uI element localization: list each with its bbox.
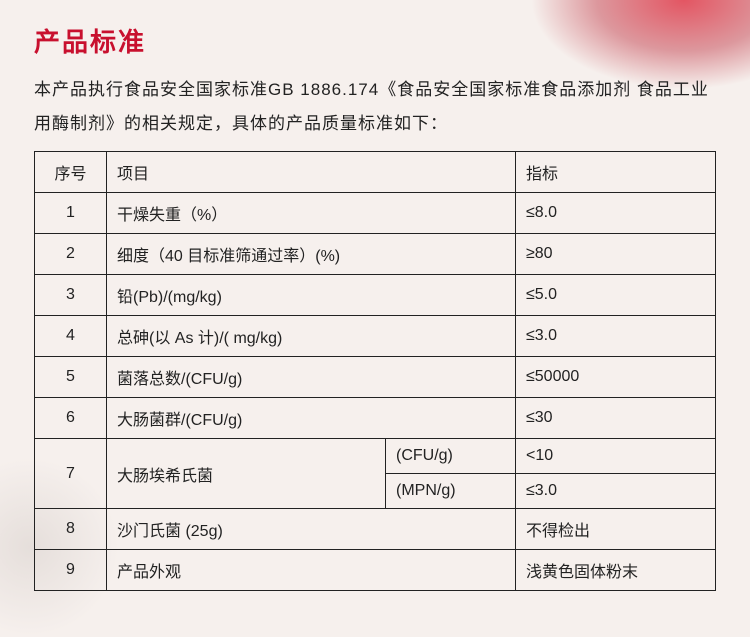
cell-seq: 6 [35,398,107,439]
table-row: 9 产品外观 浅黄色固体粉末 [35,550,716,591]
cell-subitem: (CFU/g) [386,439,516,474]
cell-spec: ≤8.0 [516,193,716,234]
intro-paragraph: 本产品执行食品安全国家标准GB 1886.174《食品安全国家标准食品添加剂 食… [34,73,716,141]
cell-item: 产品外观 [107,550,516,591]
cell-item: 总砷(以 As 计)/( mg/kg) [107,316,516,357]
cell-seq: 1 [35,193,107,234]
table-row: 4 总砷(以 As 计)/( mg/kg) ≤3.0 [35,316,716,357]
cell-spec: 不得检出 [516,509,716,550]
table-row-merged: 7 大肠埃希氏菌 (CFU/g) <10 [35,439,716,474]
table-row: 6 大肠菌群/(CFU/g) ≤30 [35,398,716,439]
header-item: 项目 [107,152,516,193]
table-row: 2 细度（40 目标准筛通过率）(%) ≥80 [35,234,716,275]
cell-seq: 5 [35,357,107,398]
cell-seq: 4 [35,316,107,357]
cell-item: 大肠埃希氏菌 [107,439,386,509]
document-content: 产品标准 本产品执行食品安全国家标准GB 1886.174《食品安全国家标准食品… [0,0,750,591]
cell-item: 干燥失重（%） [107,193,516,234]
table-row: 3 铅(Pb)/(mg/kg) ≤5.0 [35,275,716,316]
cell-spec: ≤5.0 [516,275,716,316]
cell-spec: ≤3.0 [516,474,716,509]
table-row: 5 菌落总数/(CFU/g) ≤50000 [35,357,716,398]
table-row: 1 干燥失重（%） ≤8.0 [35,193,716,234]
cell-item: 菌落总数/(CFU/g) [107,357,516,398]
cell-spec: ≤50000 [516,357,716,398]
cell-item: 铅(Pb)/(mg/kg) [107,275,516,316]
table-row: 8 沙门氏菌 (25g) 不得检出 [35,509,716,550]
section-title: 产品标准 [34,22,716,59]
cell-seq: 2 [35,234,107,275]
cell-seq: 9 [35,550,107,591]
cell-seq: 8 [35,509,107,550]
cell-subitem: (MPN/g) [386,474,516,509]
cell-seq: 7 [35,439,107,509]
table-header-row: 序号 项目 指标 [35,152,716,193]
header-spec: 指标 [516,152,716,193]
cell-spec: ≤30 [516,398,716,439]
cell-item: 细度（40 目标准筛通过率）(%) [107,234,516,275]
cell-item: 沙门氏菌 (25g) [107,509,516,550]
cell-spec: 浅黄色固体粉末 [516,550,716,591]
cell-spec: ≥80 [516,234,716,275]
cell-item: 大肠菌群/(CFU/g) [107,398,516,439]
cell-seq: 3 [35,275,107,316]
cell-spec: <10 [516,439,716,474]
cell-spec: ≤3.0 [516,316,716,357]
standards-table: 序号 项目 指标 1 干燥失重（%） ≤8.0 2 细度（40 目标准筛通过率）… [34,151,716,591]
header-seq: 序号 [35,152,107,193]
